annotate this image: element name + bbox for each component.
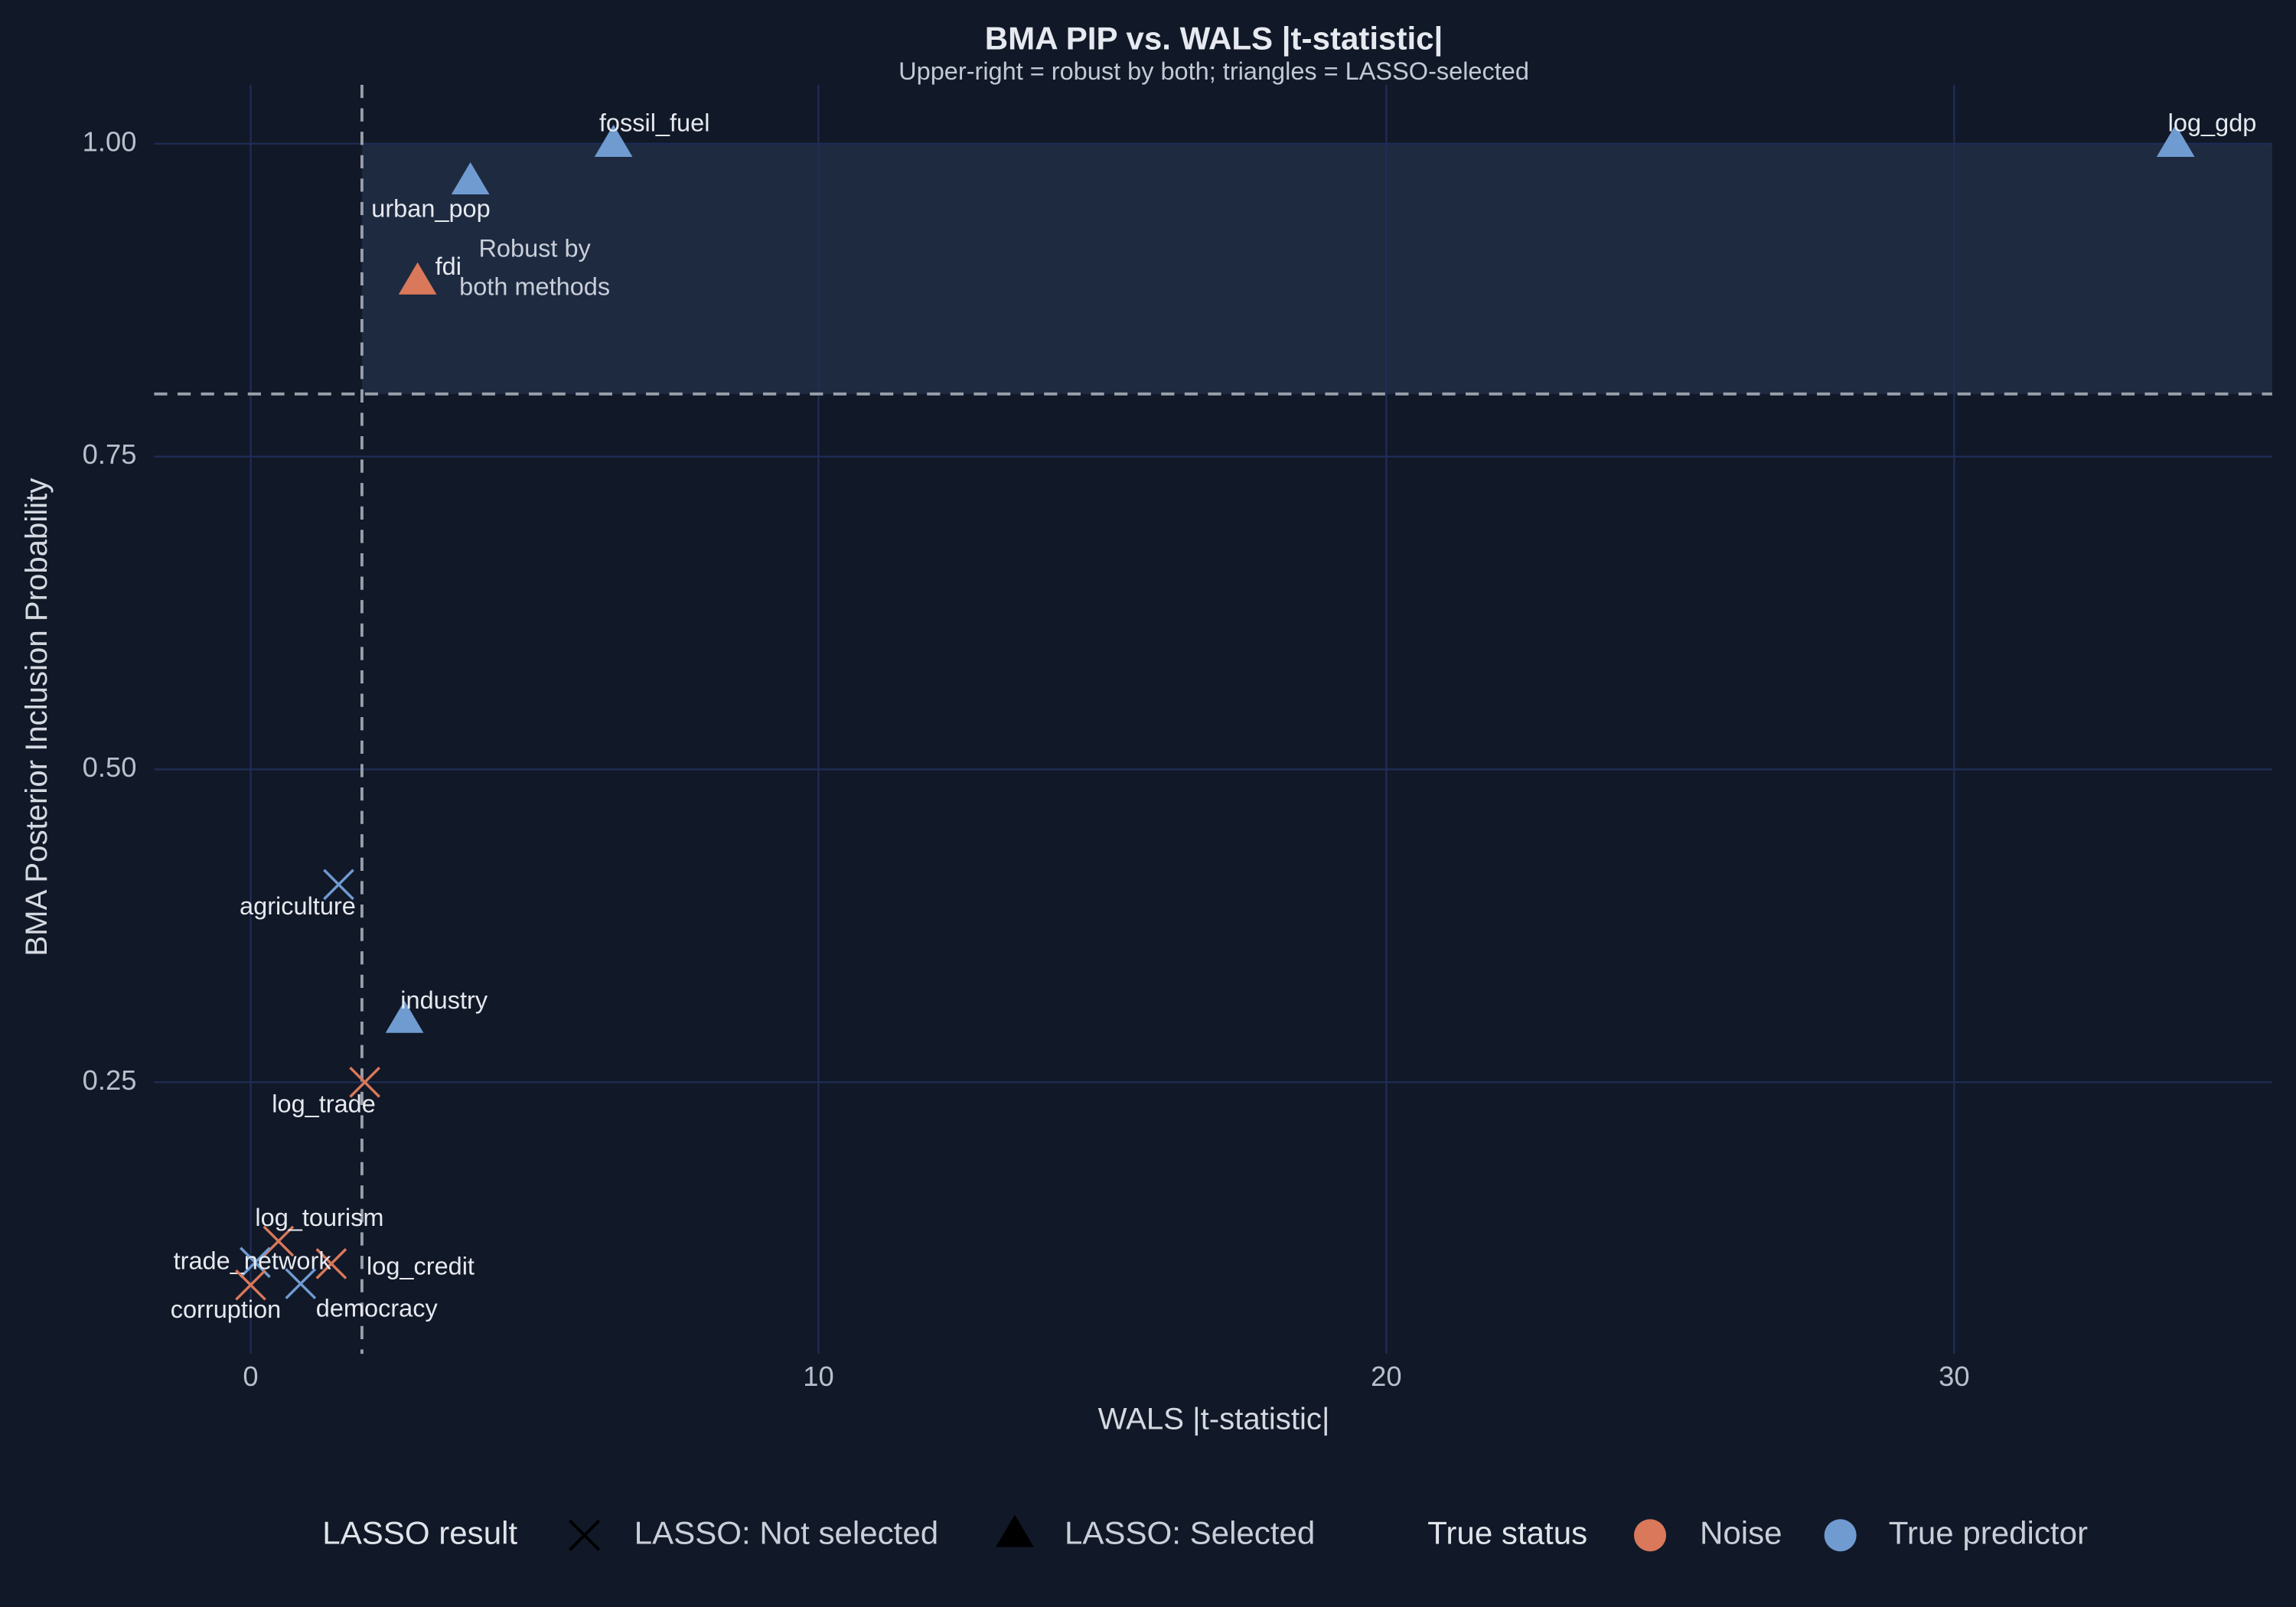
point-label: log_trade bbox=[272, 1090, 376, 1117]
legend-item: Noise bbox=[1700, 1514, 1782, 1550]
chart-title: BMA PIP vs. WALS |t-statistic| bbox=[985, 21, 1443, 57]
point-label: log_credit bbox=[367, 1253, 475, 1280]
point-cross bbox=[285, 1268, 317, 1299]
point-label: fdi bbox=[435, 253, 461, 280]
legend-title: LASSO result bbox=[322, 1514, 517, 1550]
point-cross bbox=[323, 869, 354, 901]
annotation: both methods bbox=[459, 272, 610, 300]
y-axis-title: BMA Posterior Inclusion Probability bbox=[19, 478, 54, 957]
point-triangle bbox=[385, 1000, 424, 1033]
legend-item: LASSO: Selected bbox=[1065, 1514, 1315, 1550]
point-label: corruption bbox=[171, 1296, 282, 1323]
point-label: industry bbox=[400, 986, 488, 1014]
y-tick-label: 0.75 bbox=[83, 438, 137, 470]
robust-region bbox=[361, 143, 2272, 394]
legend-marker bbox=[1633, 1519, 1667, 1552]
point-cross bbox=[235, 1269, 266, 1301]
legend-title: True status bbox=[1427, 1514, 1587, 1550]
y-tick-label: 0.50 bbox=[83, 751, 137, 783]
x-tick-label: 20 bbox=[1371, 1361, 1401, 1392]
x-tick-label: 0 bbox=[243, 1361, 258, 1392]
point-label: agriculture bbox=[240, 892, 356, 920]
point-label: fossil_fuel bbox=[599, 109, 710, 137]
point-triangle bbox=[398, 262, 437, 295]
point-cross bbox=[349, 1066, 380, 1098]
x-axis-title: WALS |t-statistic| bbox=[1098, 1402, 1330, 1436]
legend-marker bbox=[1824, 1519, 1857, 1552]
point-triangle bbox=[451, 161, 490, 195]
point-cross bbox=[263, 1225, 295, 1257]
point-label: log_tourism bbox=[255, 1204, 383, 1231]
point-triangle bbox=[2156, 124, 2195, 158]
chart-subtitle: Upper-right = robust by both; triangles … bbox=[899, 57, 1529, 85]
y-tick-label: 1.00 bbox=[83, 125, 137, 157]
point-label: urban_pop bbox=[371, 195, 490, 223]
legend-marker bbox=[569, 1519, 601, 1551]
point-label: trade_network bbox=[174, 1247, 332, 1274]
point-cross bbox=[315, 1248, 347, 1279]
x-tick-label: 10 bbox=[803, 1361, 833, 1392]
legend-item: LASSO: Not selected bbox=[634, 1514, 938, 1550]
x-tick-label: 30 bbox=[1939, 1361, 1969, 1392]
annotation: Robust by bbox=[478, 235, 591, 262]
y-tick-label: 0.25 bbox=[83, 1064, 137, 1096]
legend-marker bbox=[996, 1514, 1034, 1547]
legend-item: True predictor bbox=[1889, 1514, 2088, 1550]
point-triangle bbox=[594, 124, 633, 158]
point-label: democracy bbox=[316, 1295, 439, 1322]
point-label: log_gdp bbox=[2168, 109, 2257, 137]
